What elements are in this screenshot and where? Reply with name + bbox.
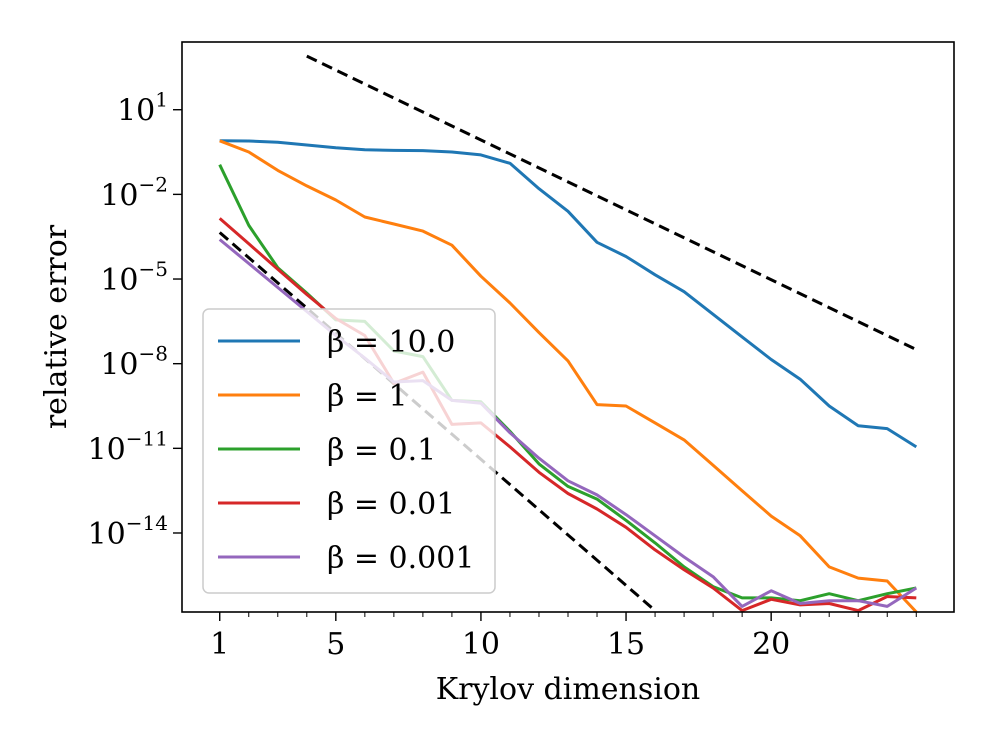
x-tick-label: 1 <box>210 627 229 662</box>
x-tick-label: 15 <box>607 627 645 662</box>
y-tick-label: 10−5 <box>100 257 168 298</box>
legend-label: β = 0.001 <box>327 541 474 576</box>
y-tick-label: 10−2 <box>100 172 168 213</box>
y-tick-label: 10−11 <box>88 426 168 467</box>
reference-line-2 <box>218 231 657 612</box>
x-tick-label: 10 <box>462 627 500 662</box>
x-axis-label: Krylov dimension <box>436 672 701 707</box>
legend-label: β = 0.1 <box>327 433 436 468</box>
x-tick-label: 20 <box>752 627 790 662</box>
series-line-2 <box>219 139 918 614</box>
y-tick-label: 101 <box>117 88 168 129</box>
plot-frame <box>181 41 955 613</box>
x-tick-label: 5 <box>326 627 345 662</box>
legend-label: β = 1 <box>327 379 408 414</box>
reference-line-1 <box>306 54 917 351</box>
y-axis-label: relative error <box>39 224 74 429</box>
y-tick-label: 10−14 <box>88 511 168 552</box>
legend-label: β = 10.0 <box>327 325 455 360</box>
y-tick-label: 10−8 <box>100 342 168 383</box>
legend: β = 10.0 β = 1 β = 0.1 β = 0.01 β = 0.001 <box>202 308 496 594</box>
legend-label: β = 0.01 <box>327 487 455 522</box>
series-line-1 <box>219 139 918 449</box>
legend-box <box>202 308 496 594</box>
